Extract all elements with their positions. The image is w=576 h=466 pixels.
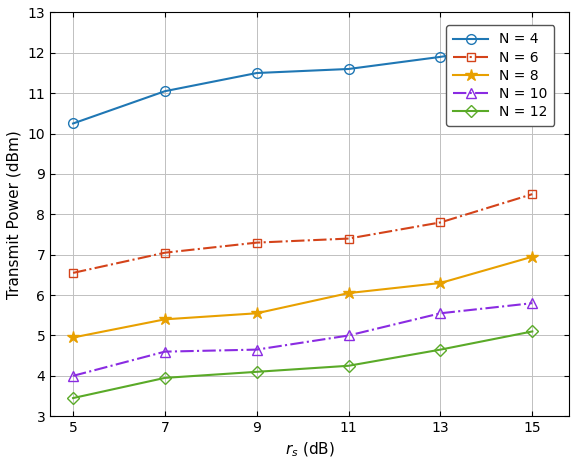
N = 10 — [345, 333, 352, 338]
N = 12 — [161, 375, 168, 381]
N = 6 — [437, 219, 444, 225]
N = 4 — [345, 66, 352, 72]
N = 4 — [161, 89, 168, 94]
N = 8 — [529, 254, 536, 260]
N = 8 — [437, 280, 444, 286]
N = 4 — [437, 54, 444, 60]
Y-axis label: Transmit Power (dBm): Transmit Power (dBm) — [7, 130, 22, 299]
N = 6 — [345, 236, 352, 241]
N = 12 — [345, 363, 352, 369]
N = 12 — [70, 395, 77, 401]
N = 10 — [70, 373, 77, 379]
N = 10 — [253, 347, 260, 352]
N = 8 — [253, 310, 260, 316]
Legend: N = 4, N = 6, N = 8, N = 10, N = 12: N = 4, N = 6, N = 8, N = 10, N = 12 — [446, 26, 554, 126]
N = 4 — [253, 70, 260, 76]
Line: N = 12: N = 12 — [69, 327, 536, 402]
N = 6 — [529, 192, 536, 197]
N = 6 — [161, 250, 168, 255]
N = 6 — [70, 270, 77, 276]
N = 8 — [161, 316, 168, 322]
N = 4 — [529, 40, 536, 46]
Line: N = 6: N = 6 — [69, 190, 536, 277]
Line: N = 4: N = 4 — [68, 38, 537, 128]
N = 12 — [253, 369, 260, 375]
N = 8 — [70, 335, 77, 340]
N = 12 — [529, 329, 536, 334]
N = 4 — [70, 121, 77, 126]
N = 6 — [253, 240, 260, 246]
N = 10 — [161, 349, 168, 355]
N = 12 — [437, 347, 444, 352]
X-axis label: $r_s$ (dB): $r_s$ (dB) — [285, 441, 335, 459]
N = 10 — [529, 301, 536, 306]
N = 10 — [437, 310, 444, 316]
Line: N = 8: N = 8 — [67, 251, 539, 344]
Line: N = 10: N = 10 — [68, 298, 537, 381]
N = 8 — [345, 290, 352, 296]
